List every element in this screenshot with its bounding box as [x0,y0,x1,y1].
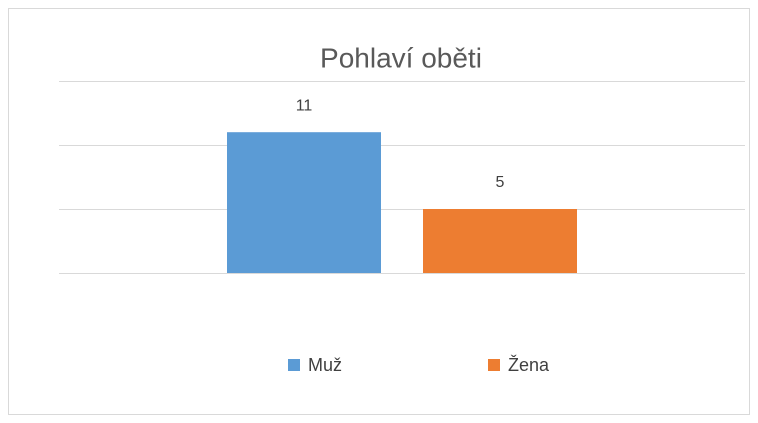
data-label: 5 [496,174,505,191]
legend-label: Žena [508,355,550,375]
legend-swatch [488,359,500,371]
bar [423,209,577,273]
chart-title: Pohlaví oběti [320,42,482,73]
bar [227,132,381,273]
data-label: 11 [296,97,313,114]
legend-swatch [288,359,300,371]
legend-label: Muž [308,355,342,375]
